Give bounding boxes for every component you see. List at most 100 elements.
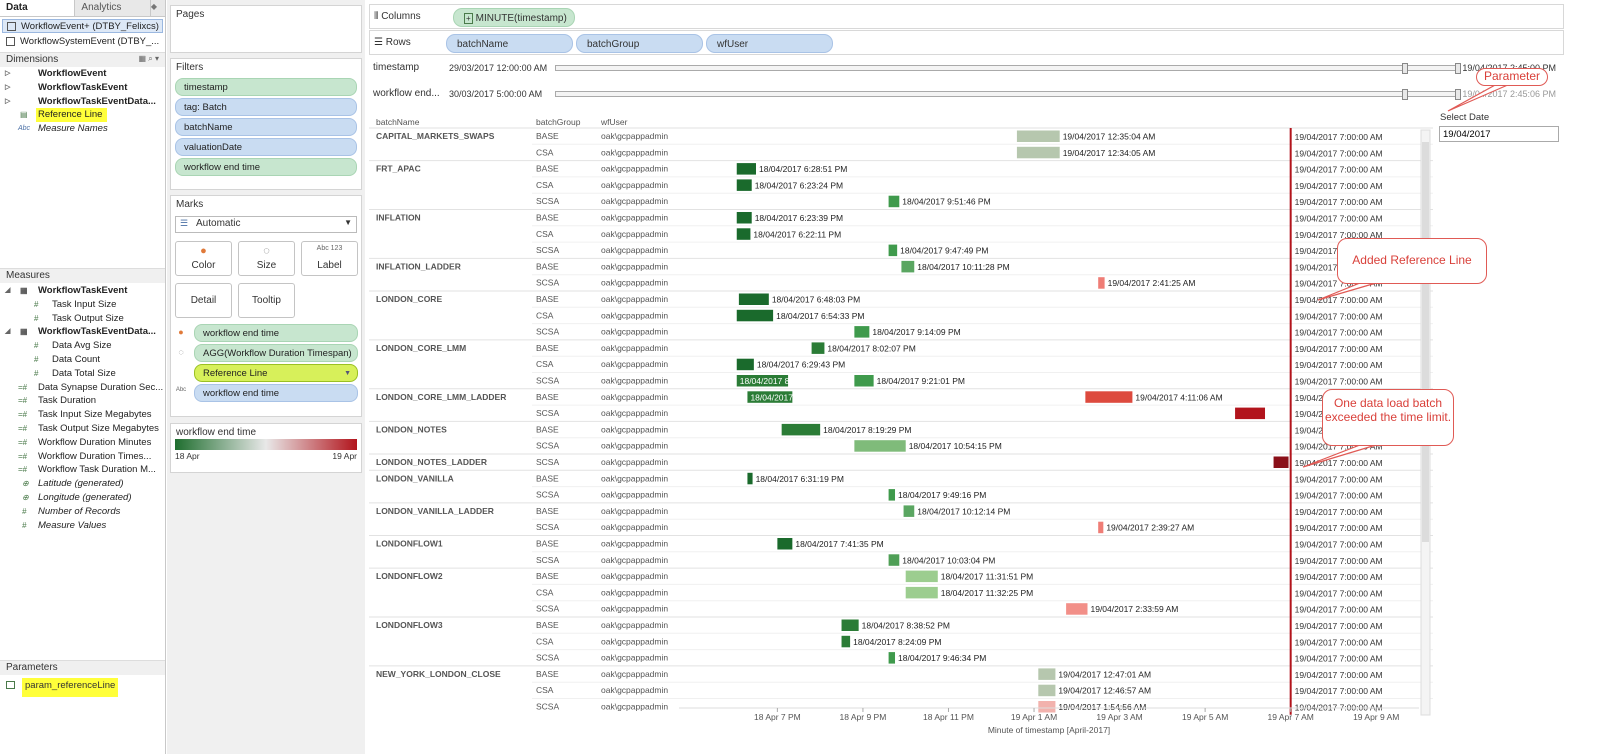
measure-field[interactable]: ⊕ Longitude (generated) — [0, 491, 165, 505]
gantt-bar[interactable] — [901, 260, 915, 273]
timestamp-filter-slider[interactable]: timestamp 29/03/2017 12:00:00 AM 19/04/2… — [369, 57, 1564, 79]
measure-field[interactable]: # Task Output Size — [0, 312, 165, 326]
gantt-bar[interactable] — [1098, 521, 1104, 534]
workflow-end-filter-slider[interactable]: workflow end... 30/03/2017 5:00:00 AM 19… — [369, 83, 1564, 105]
gantt-bar[interactable] — [841, 635, 851, 648]
slider-start-handle[interactable] — [1401, 89, 1408, 100]
color-legend[interactable]: workflow end time 18 Apr 19 Apr — [170, 423, 362, 473]
filter-pill[interactable]: valuationDate — [175, 138, 357, 156]
dimension-field[interactable]: Abc Measure Names — [0, 122, 165, 136]
columns-shelf[interactable]: ⦀ Columns + MINUTE(timestamp) — [369, 4, 1564, 29]
gantt-bar[interactable] — [736, 179, 752, 191]
dimension-field[interactable]: ▤ Reference Line — [0, 108, 165, 123]
gantt-bar[interactable] — [747, 472, 753, 485]
gantt-bar[interactable] — [736, 163, 756, 175]
measure-field[interactable]: # Data Avg Size — [0, 339, 165, 353]
rows-pill-batchgroup[interactable]: batchGroup — [576, 34, 703, 53]
mark-field-pill[interactable]: workflow end time — [194, 384, 358, 402]
dimensions-tools-icon[interactable]: ▦ ⌕ ▾ — [138, 54, 160, 63]
rows-shelf[interactable]: ☰ Rows batchName batchGroup wfUser — [369, 30, 1564, 55]
detail-button[interactable]: Detail — [175, 283, 232, 318]
gantt-bar[interactable] — [905, 586, 938, 599]
gantt-bar[interactable] — [854, 375, 874, 387]
gantt-bar[interactable] — [736, 375, 789, 387]
gantt-bar[interactable] — [1038, 668, 1056, 680]
gantt-bar[interactable] — [1273, 456, 1289, 469]
measure-field[interactable]: # Measure Values — [0, 519, 165, 533]
expand-icon[interactable]: ▷ — [5, 83, 11, 91]
measure-field[interactable]: =# Task Duration — [0, 394, 165, 408]
measure-field[interactable]: =# Workflow Duration Minutes — [0, 436, 165, 450]
select-date-input[interactable] — [1439, 126, 1559, 142]
measure-field[interactable]: =# Workflow Task Duration M... — [0, 463, 165, 477]
mark-field-row[interactable]: ◌ AGG(Workflow Duration Timespan) — [174, 344, 362, 362]
expand-icon[interactable]: ▷ — [5, 70, 11, 77]
filter-pill[interactable]: batchName — [175, 118, 357, 136]
gantt-bar[interactable] — [888, 489, 896, 501]
pages-shelf[interactable]: Pages — [170, 5, 362, 53]
gantt-bar[interactable] — [1085, 391, 1133, 403]
gantt-bar[interactable] — [736, 358, 754, 371]
mark-field-pill[interactable]: AGG(Workflow Duration Timespan) — [194, 344, 358, 362]
gantt-bar[interactable] — [888, 244, 898, 257]
gantt-bar[interactable] — [1038, 701, 1056, 713]
datasource-item[interactable]: WorkflowSystemEvent (DTBY_... — [2, 35, 163, 49]
slider-end-handle[interactable] — [1455, 63, 1461, 74]
gantt-bar[interactable] — [1098, 277, 1105, 289]
gantt-bar[interactable] — [1016, 130, 1060, 143]
slider-start-handle[interactable] — [1401, 63, 1408, 74]
measure-field[interactable]: ⊕ Latitude (generated) — [0, 477, 165, 491]
gantt-bar[interactable] — [736, 309, 774, 322]
measure-field[interactable]: # Data Count — [0, 353, 165, 367]
gantt-bar[interactable] — [738, 293, 769, 306]
mark-field-row[interactable]: ● workflow end time — [174, 324, 362, 342]
tooltip-button[interactable]: Tooltip — [238, 283, 295, 318]
filter-pill[interactable]: timestamp — [175, 78, 357, 96]
gantt-bar[interactable] — [777, 538, 793, 550]
measure-field[interactable]: =# Workflow Duration Times... — [0, 450, 165, 464]
measure-field[interactable]: # Data Total Size — [0, 367, 165, 381]
parameter-item[interactable]: param_referenceLine — [4, 678, 124, 700]
pane-menu-icon[interactable]: ◆ — [150, 2, 157, 11]
measure-field[interactable]: =# Data Synapse Duration Sec... — [0, 381, 165, 395]
mark-type-dropdown[interactable]: ☰ Automatic ▼ — [175, 216, 357, 233]
collapse-icon[interactable]: ◢ — [5, 328, 11, 336]
scrollbar-thumb[interactable] — [1422, 142, 1429, 542]
label-button[interactable]: Abc 123 Label — [301, 241, 358, 276]
slider-track[interactable] — [555, 89, 1461, 100]
measure-field[interactable]: # Task Input Size — [0, 298, 165, 312]
gantt-bar[interactable] — [888, 195, 900, 208]
measure-field[interactable]: ◢ ▦ WorkflowTaskEvent — [0, 284, 165, 298]
measure-field[interactable]: =# Task Input Size Megabytes — [0, 408, 165, 422]
gantt-bar[interactable] — [811, 342, 825, 354]
gantt-bar[interactable] — [781, 423, 821, 436]
mark-field-row[interactable]: Reference Line ▼ — [174, 364, 362, 382]
slider-end-handle[interactable] — [1455, 89, 1461, 100]
gantt-bar[interactable] — [1038, 684, 1056, 697]
measure-field[interactable]: # Number of Records — [0, 505, 165, 519]
gantt-bar[interactable] — [747, 391, 793, 403]
tab-analytics[interactable]: Analytics — [75, 0, 151, 16]
gantt-bar[interactable] — [841, 619, 859, 632]
collapse-icon[interactable]: ◢ — [5, 287, 11, 294]
gantt-bar[interactable] — [854, 440, 906, 452]
filter-pill[interactable]: workflow end time — [175, 158, 357, 176]
gantt-bar[interactable] — [1235, 407, 1266, 420]
tab-data[interactable]: Data — [0, 0, 76, 16]
gantt-bar[interactable] — [736, 228, 751, 240]
gantt-bar[interactable] — [854, 326, 870, 338]
rows-pill-batchname[interactable]: batchName — [446, 34, 573, 53]
rows-pill-wfuser[interactable]: wfUser — [706, 34, 833, 53]
datasource-item[interactable]: WorkflowEvent+ (DTBY_Felixcs) — [2, 19, 163, 33]
measure-field[interactable]: =# Task Output Size Megabytes — [0, 422, 165, 436]
columns-pill[interactable]: + MINUTE(timestamp) — [453, 8, 575, 27]
gantt-bar[interactable] — [736, 212, 752, 224]
gantt-bar[interactable] — [1066, 603, 1088, 615]
gantt-bar[interactable] — [888, 554, 900, 566]
mark-field-pill[interactable]: workflow end time — [194, 324, 358, 342]
chevron-down-icon[interactable]: ▼ — [344, 370, 351, 377]
mark-field-row[interactable]: Abc workflow end time — [174, 384, 362, 402]
dimension-field[interactable]: ▷ WorkflowEvent — [0, 67, 165, 81]
gantt-bar[interactable] — [888, 652, 896, 664]
measure-field[interactable]: ◢ ▦ WorkflowTaskEventData... — [0, 325, 165, 339]
